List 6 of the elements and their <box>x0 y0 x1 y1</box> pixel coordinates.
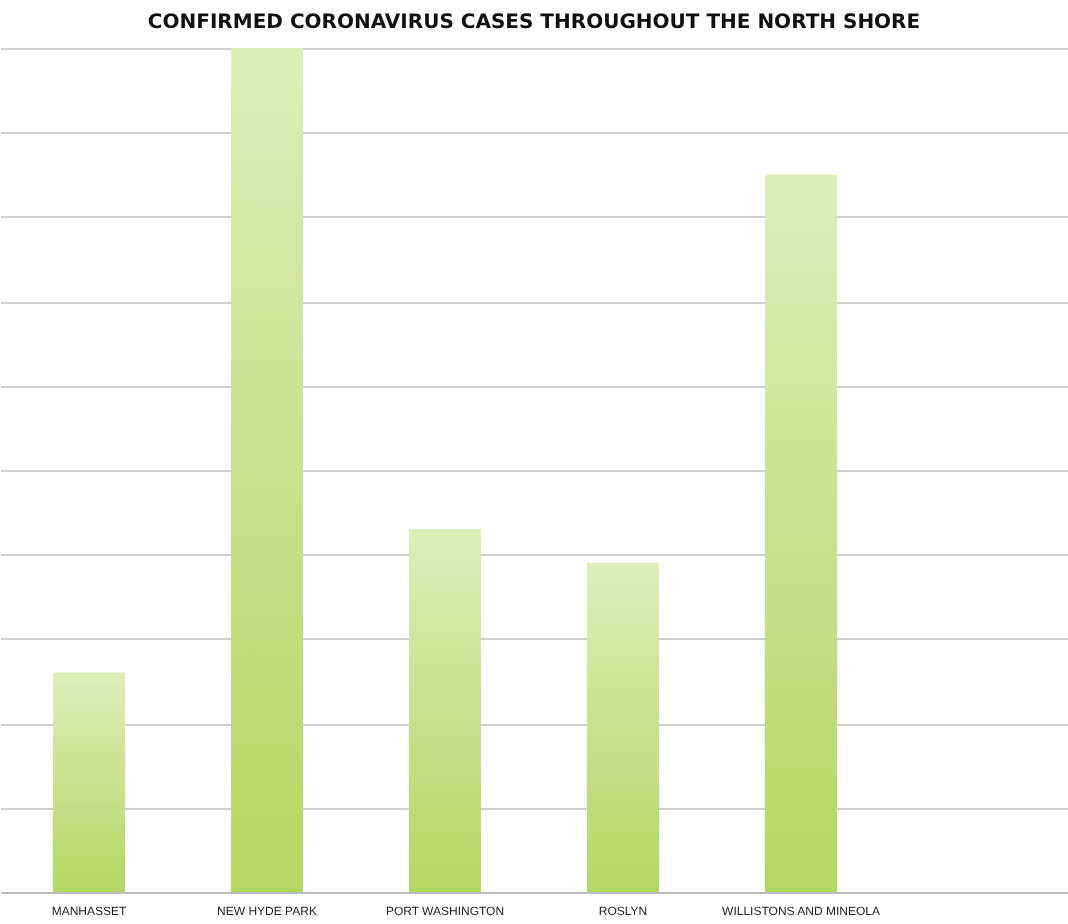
bar <box>231 48 303 892</box>
chart-title: CONFIRMED CORONAVIRUS CASES THROUGHOUT THE NORTH SHORE <box>147 12 921 34</box>
bar <box>53 672 125 892</box>
bar <box>409 529 481 892</box>
bar <box>587 562 659 892</box>
bar <box>765 174 837 892</box>
